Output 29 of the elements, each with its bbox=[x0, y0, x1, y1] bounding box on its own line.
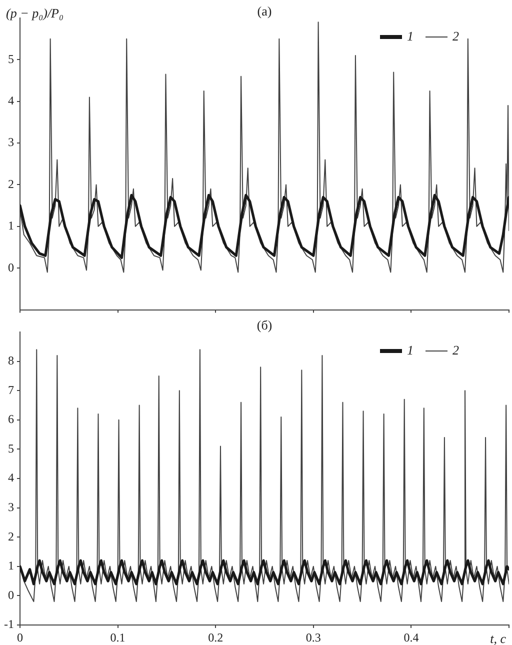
y-tick-label: 4 bbox=[8, 94, 14, 108]
y-axis-title: (p − p₀)/P₀ bbox=[6, 5, 64, 20]
x-tick-label: 0.1 bbox=[110, 630, 126, 644]
y-tick-label: 2 bbox=[8, 176, 14, 191]
x-tick-label: 0.4 bbox=[404, 630, 419, 644]
y-tick-label: 6 bbox=[8, 412, 14, 426]
y-tick-label: 3 bbox=[8, 135, 14, 150]
y-tick-label: 1 bbox=[8, 218, 14, 233]
y-tick-label: 5 bbox=[8, 441, 14, 456]
legend-label: 1 bbox=[407, 28, 414, 44]
y-tick-label: 7 bbox=[8, 382, 14, 397]
y-tick-label: 3 bbox=[8, 500, 14, 514]
y-tick-label: 4 bbox=[8, 470, 14, 485]
y-tick-label: 0 bbox=[8, 588, 14, 602]
chart-title: (а) bbox=[257, 3, 272, 18]
x-axis-title: t, с bbox=[490, 630, 506, 645]
legend-label: 1 bbox=[407, 342, 414, 358]
x-tick-label: 0 bbox=[17, 630, 23, 644]
y-tick-label: 2 bbox=[8, 529, 14, 544]
y-tick-label: -1 bbox=[4, 617, 14, 632]
x-tick-label: 0.2 bbox=[208, 630, 224, 644]
y-tick-label: 0 bbox=[8, 260, 14, 274]
chart-title: (б) bbox=[256, 317, 272, 332]
legend-label: 2 bbox=[452, 342, 460, 358]
y-tick-label: 1 bbox=[8, 558, 14, 573]
legend-label: 2 bbox=[452, 28, 460, 44]
y-tick-label: 8 bbox=[8, 353, 14, 368]
y-tick-label: 5 bbox=[8, 52, 14, 66]
x-tick-label: 0.3 bbox=[306, 630, 321, 644]
